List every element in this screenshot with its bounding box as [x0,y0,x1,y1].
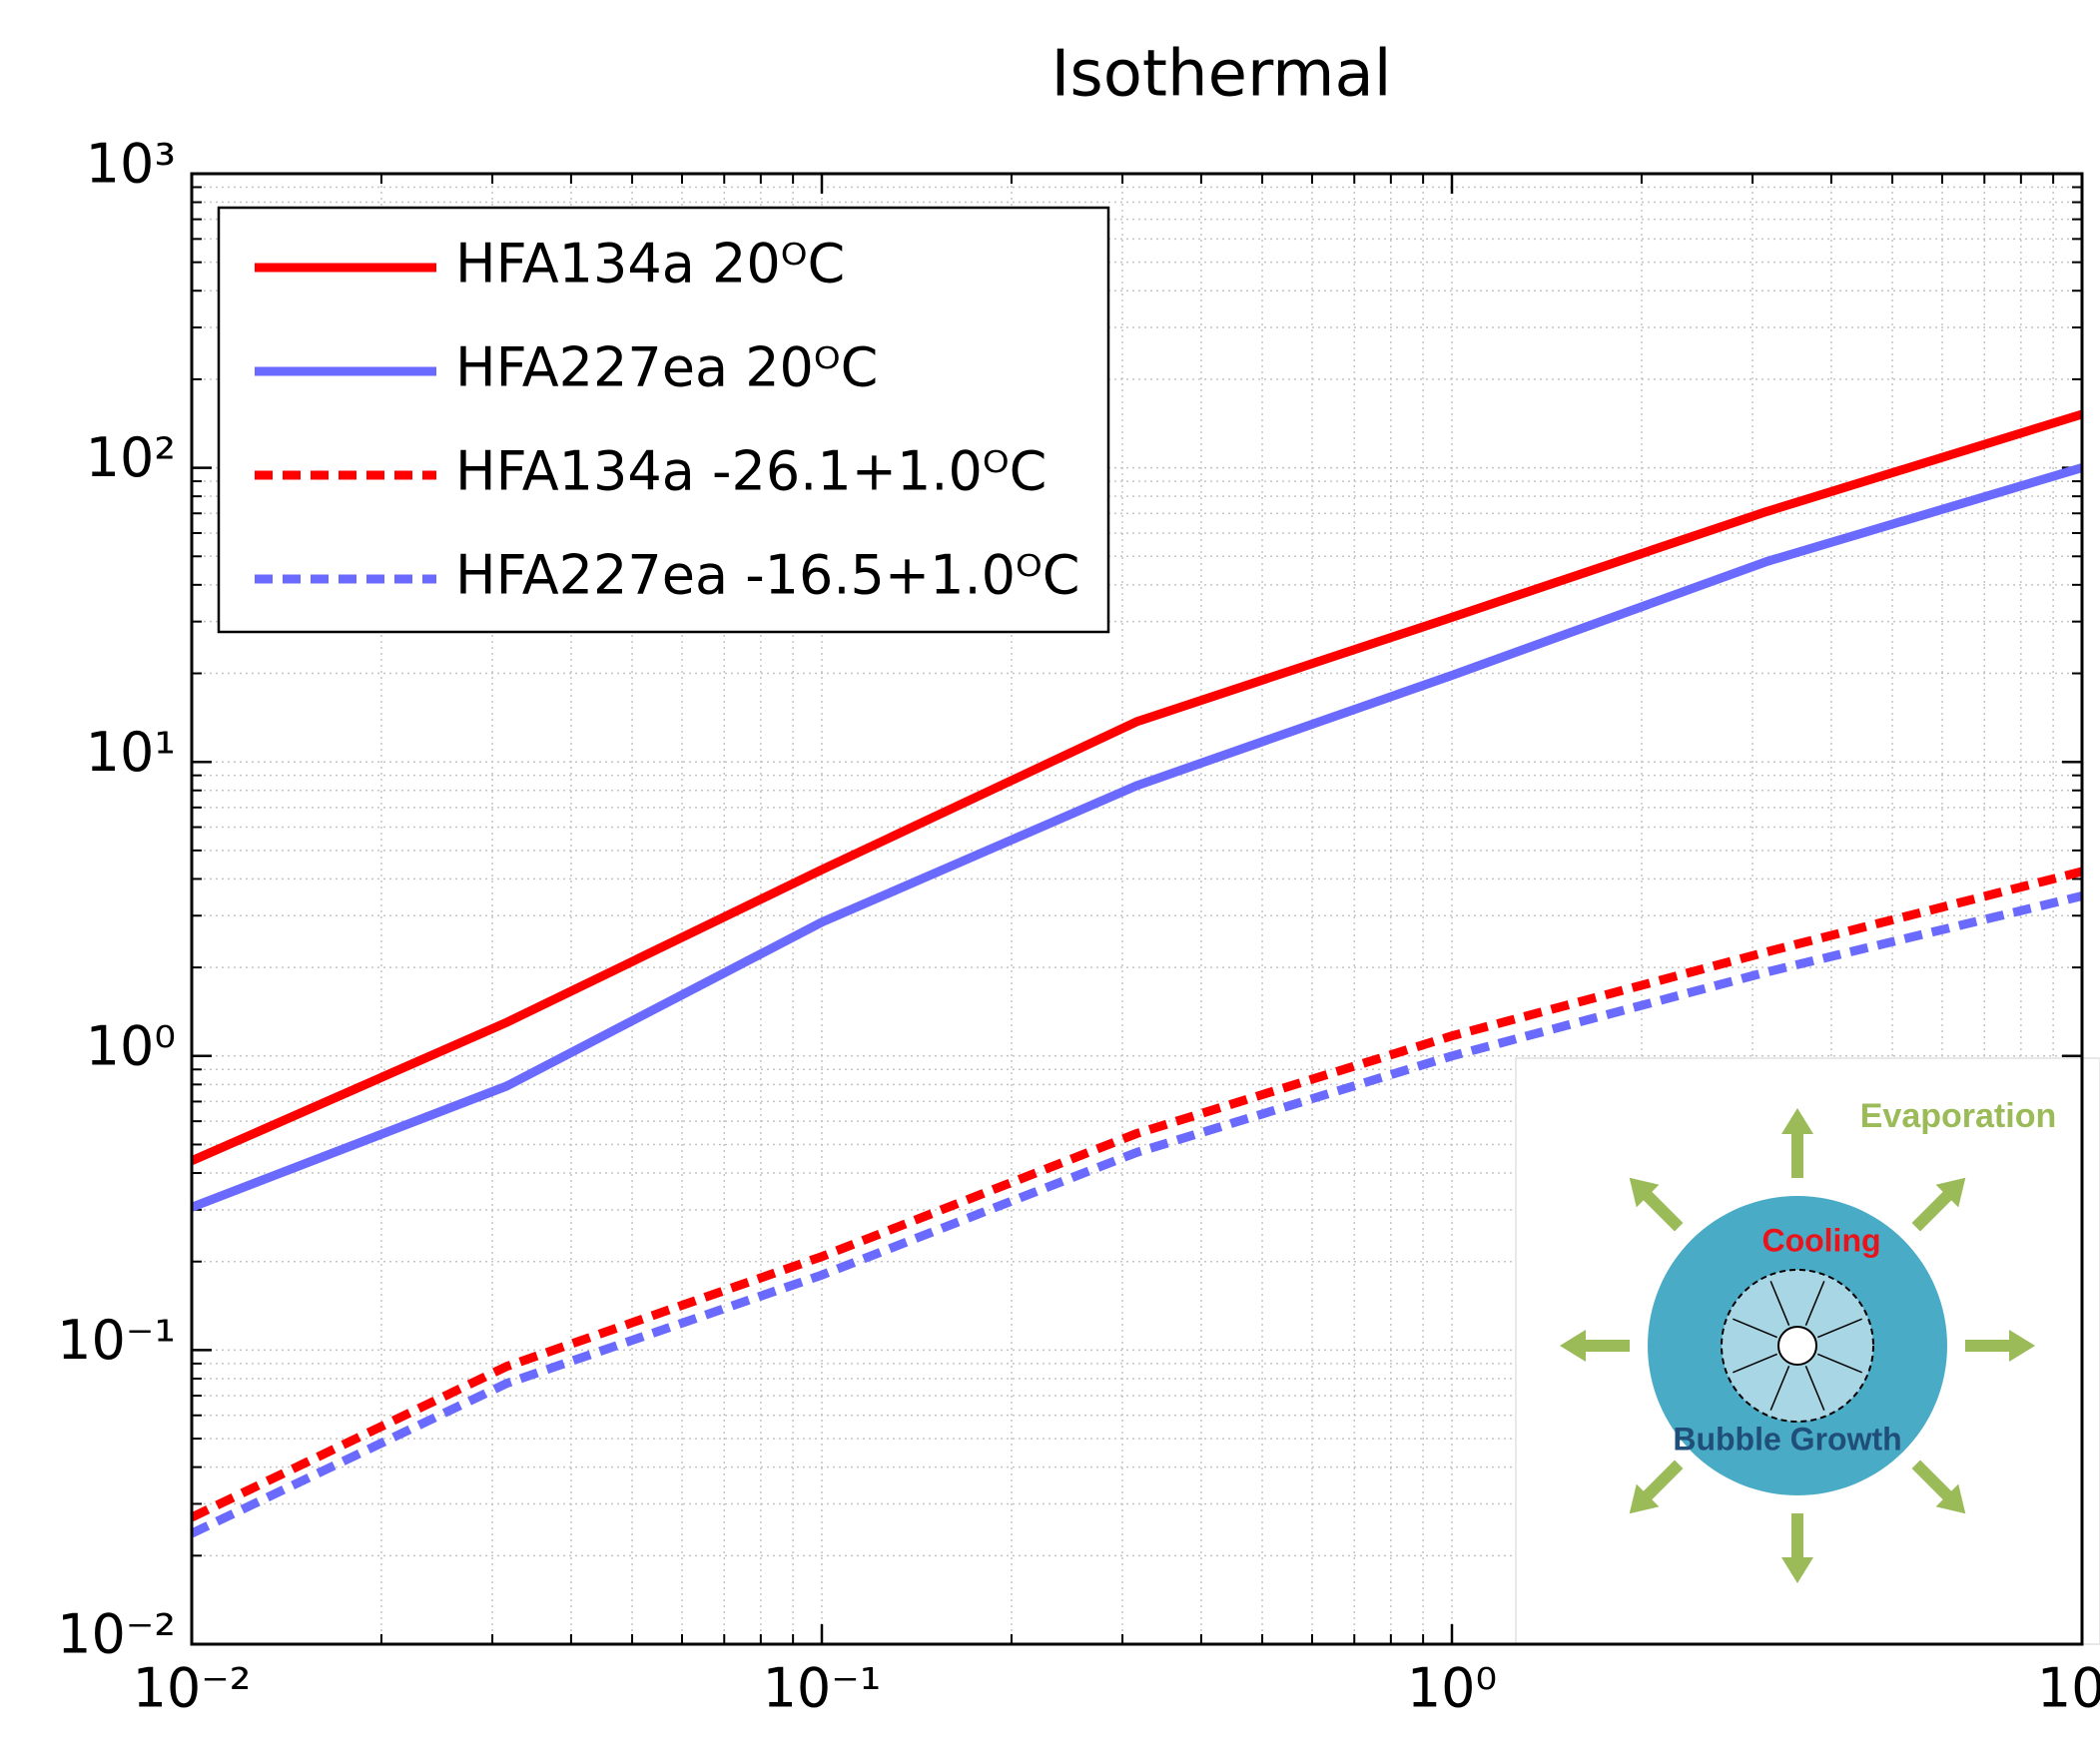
data-line [190,891,2084,1538]
evaporation-arrow [1639,1460,1684,1504]
arrow-head [2009,1330,2035,1362]
bubble [1777,1326,1817,1366]
x-tick-label: 10¹ [2037,1657,2100,1720]
growth-arrow [1733,1318,1777,1339]
legend-label: HFA227ea -16.5+1.0ᴼC [455,544,1080,607]
inset-label: Bubble Growth [1673,1421,1901,1457]
chart-title: Isothermal [1051,38,1392,112]
arrow-head [1560,1330,1586,1362]
y-tick-label: 10³ [86,133,176,196]
y-tick-label: 10⁻¹ [57,1309,176,1372]
x-tick-label: 10⁰ [1407,1657,1497,1720]
y-tick-label: 10¹ [86,721,176,784]
growth-arrow [1769,1366,1790,1411]
inset-label: Cooling [1761,1222,1880,1258]
growth-arrow [1817,1318,1862,1339]
legend-label: HFA134a -26.1+1.0ᴼC [455,440,1047,503]
growth-arrow [1804,1281,1825,1326]
growth-arrow [1804,1366,1825,1411]
growth-arrow [1817,1353,1862,1374]
arrow-head [1935,1483,1966,1514]
plot-frame [190,172,2084,1646]
data-line [190,409,2084,1165]
x-tick-label: 10⁻¹ [763,1657,882,1720]
y-tick-label: 10⁻² [57,1603,176,1666]
arrow-head [1629,1483,1660,1514]
arrow-head [1781,1557,1813,1583]
data-line [190,867,2084,1521]
data-line [190,463,2084,1212]
arrow-head [1629,1177,1660,1208]
inset-label: Evaporation [1860,1097,2056,1135]
growth-arrow [1769,1281,1790,1326]
evaporation-arrow [1911,1187,1956,1232]
x-tick-label: 10⁻² [133,1657,252,1720]
legend-box [217,206,1110,634]
growth-arrow [1733,1353,1777,1374]
legend-label: HFA227ea 20ᴼC [455,336,878,399]
evaporation-arrow [1639,1187,1684,1232]
inset: Evaporation Cooling Bubble Growth [1515,1057,2100,1645]
y-tick-label: 10² [86,426,176,489]
evaporation-arrow [1911,1460,1956,1504]
arrow-head [1781,1108,1813,1134]
arrow-head [1935,1177,1966,1208]
legend-label: HFA134a 20ᴼC [455,233,845,295]
y-tick-label: 10⁰ [86,1014,176,1077]
